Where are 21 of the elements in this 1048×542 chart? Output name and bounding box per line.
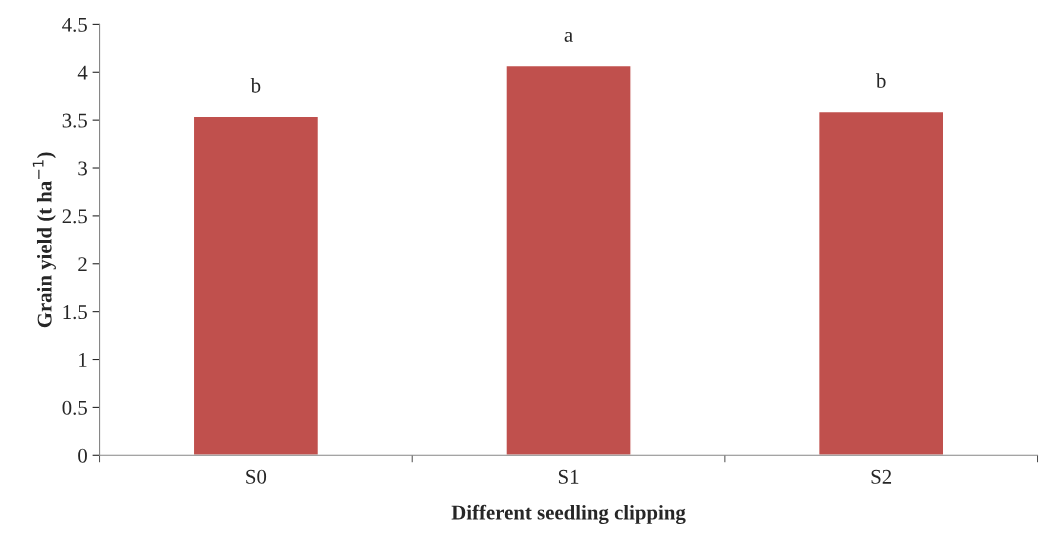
y-tick-label: 0 xyxy=(78,448,87,463)
bar xyxy=(817,110,945,456)
y-axis-title: Grain yield (t ha$^{−1}$) xyxy=(32,152,56,328)
y-tick-label: 3.5 xyxy=(62,113,87,128)
y-tick-label: 1 xyxy=(79,353,87,367)
x-tick-label: S2 xyxy=(871,469,892,484)
annotation: a xyxy=(564,31,573,42)
y-tick-label: 4 xyxy=(77,65,88,80)
y-tick-label: 2 xyxy=(78,257,87,271)
annotation: b xyxy=(875,73,886,88)
y-tick-label: 3 xyxy=(78,161,87,176)
bar xyxy=(192,115,320,456)
y-tick-label: 4.5 xyxy=(62,17,87,32)
x-tick-label: S1 xyxy=(558,469,579,484)
y-tick-label: 0.5 xyxy=(62,400,87,415)
bar xyxy=(505,64,632,456)
y-tick-label: 1.5 xyxy=(63,305,87,320)
x-tick-label: S0 xyxy=(246,469,267,484)
y-tick-label: 2.5 xyxy=(62,209,87,224)
annotation: b xyxy=(250,77,261,93)
x-axis-title: Different seedling clipping xyxy=(451,504,686,524)
